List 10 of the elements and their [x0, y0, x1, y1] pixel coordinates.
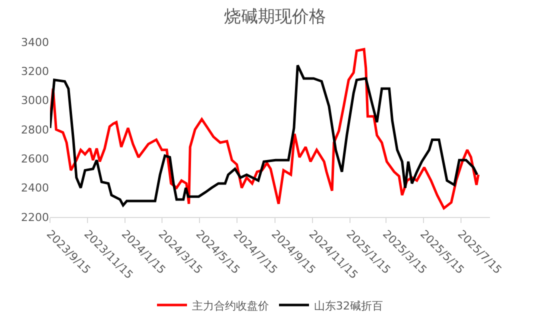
y-tick-label: 2200 — [21, 210, 49, 224]
y-tick-label: 2600 — [21, 152, 49, 166]
y-tick-label: 3200 — [21, 65, 49, 78]
y-tick-label: 3000 — [21, 94, 49, 108]
y-tick-label: 3400 — [21, 36, 49, 49]
legend-label: 主力合约收盘价 — [192, 299, 269, 312]
legend-label: 山东32碱折百 — [314, 299, 383, 312]
chart-title: 烧碱期现价格 — [224, 6, 326, 27]
y-tick-label: 2400 — [21, 182, 49, 195]
y-tick-label: 2800 — [21, 123, 49, 136]
